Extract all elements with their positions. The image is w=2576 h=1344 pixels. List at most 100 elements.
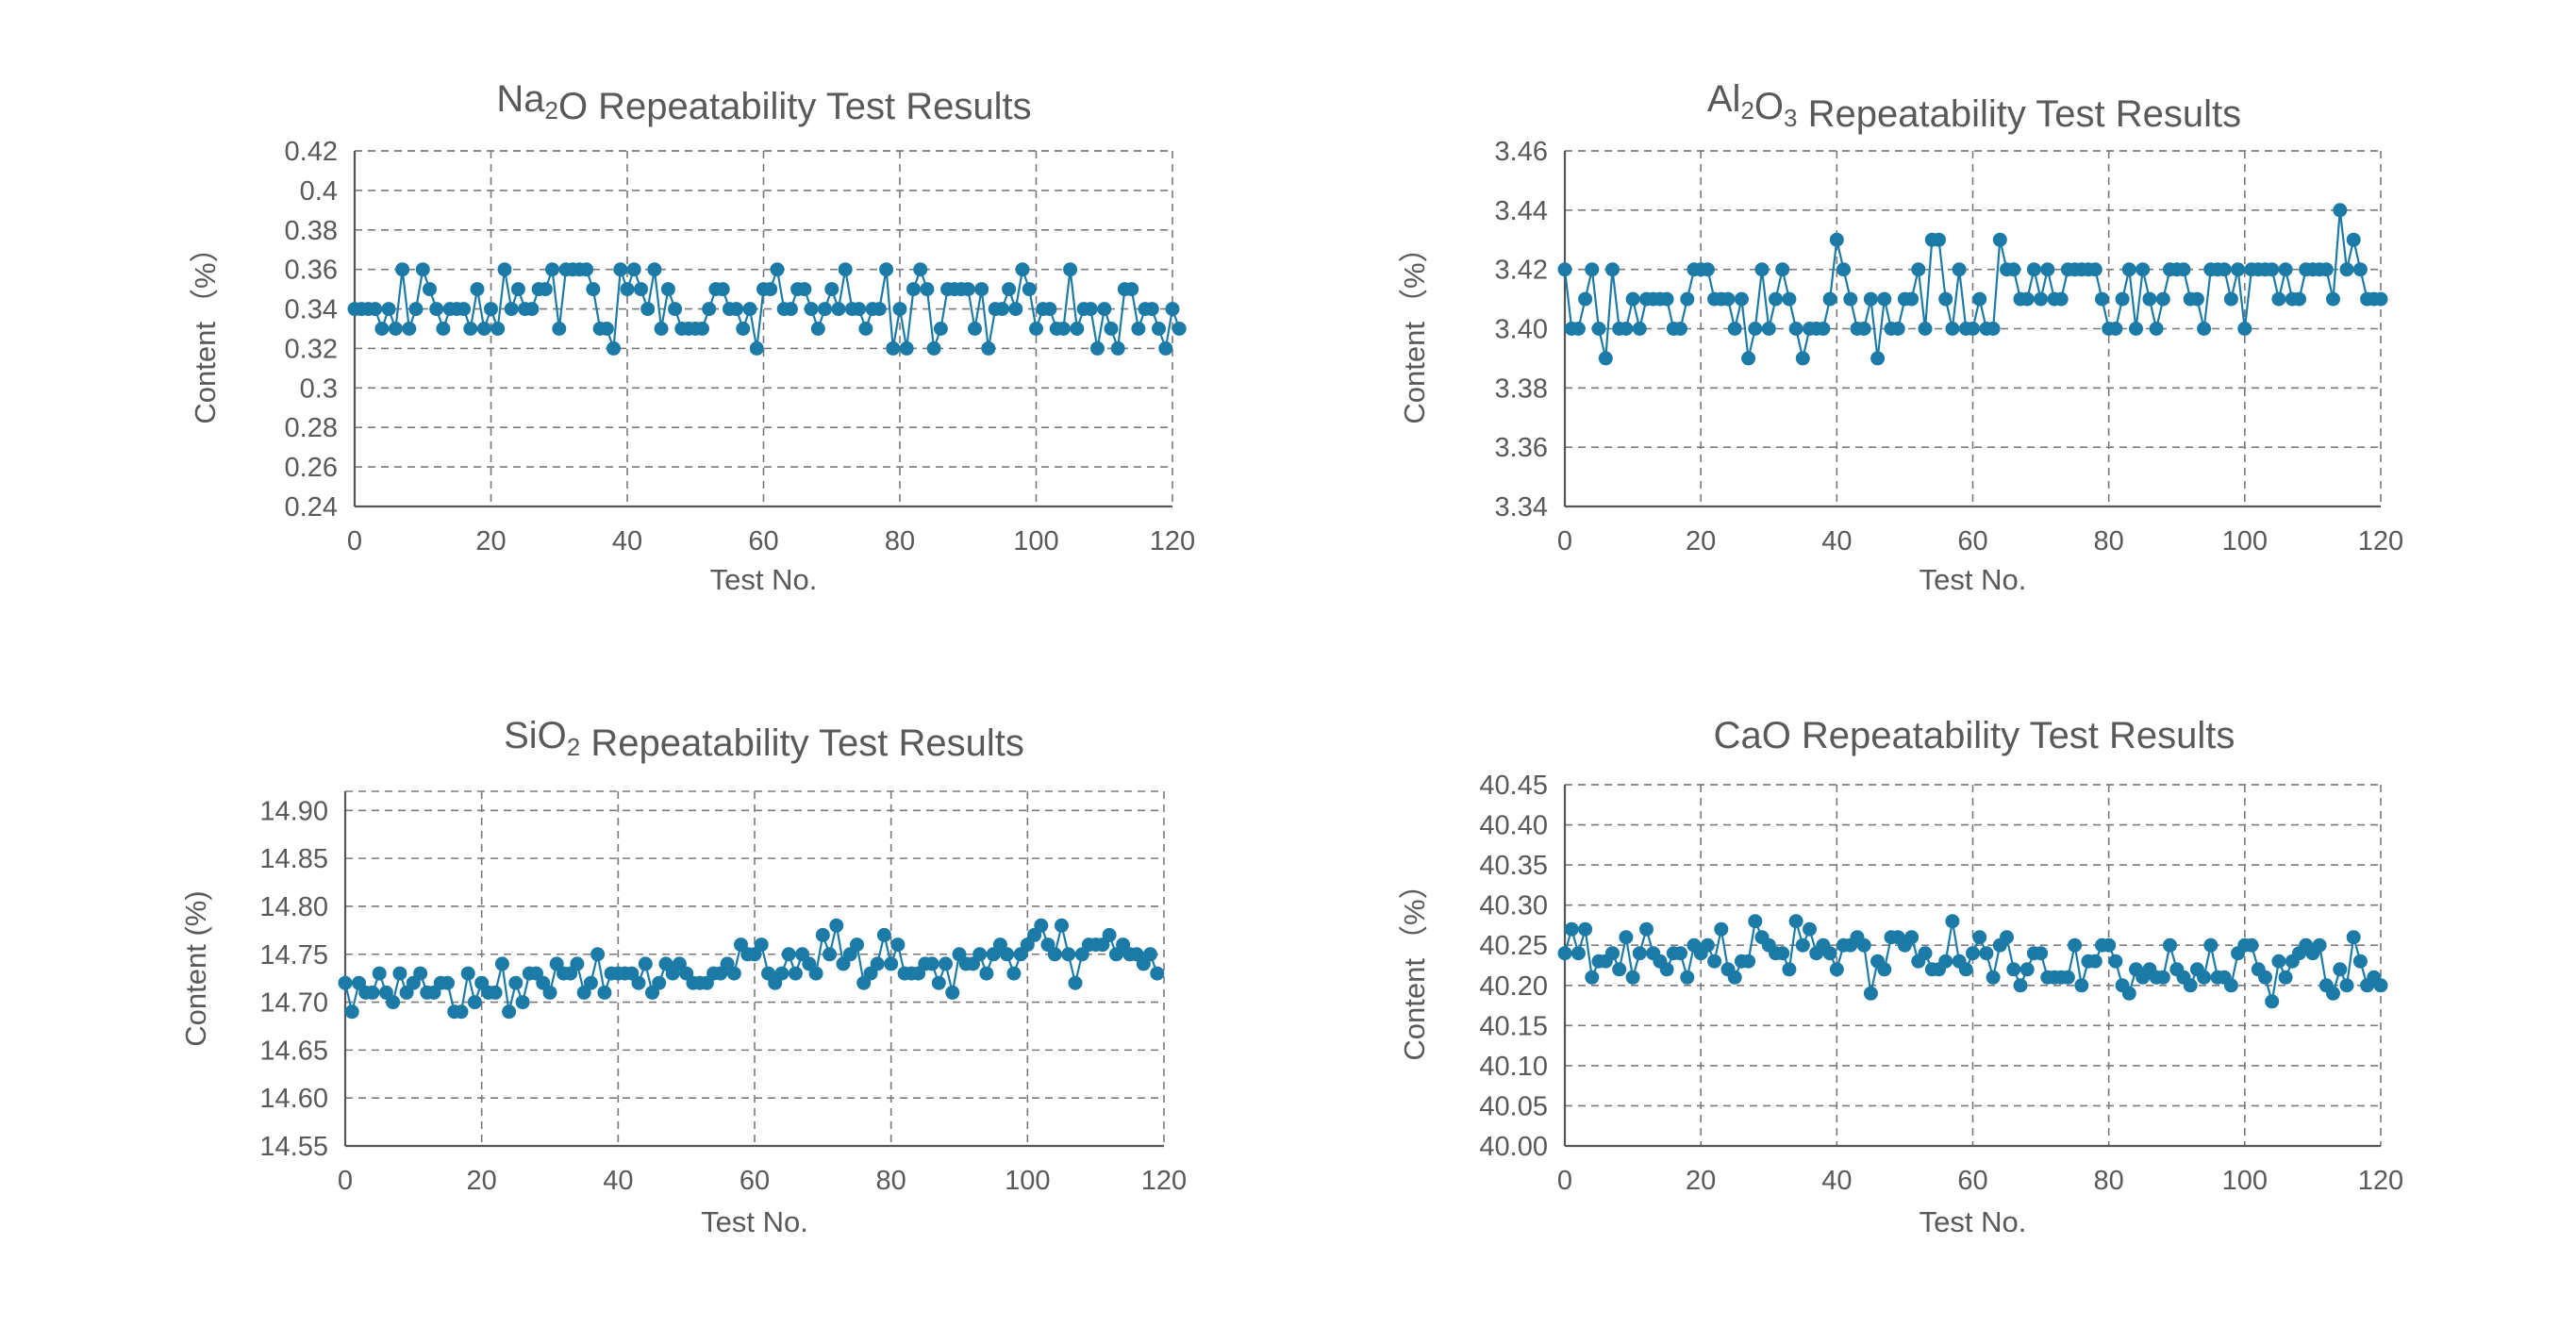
chart-title: Al2O3 Repeatability Test Results [1707, 78, 2241, 135]
data-point [1938, 954, 1953, 969]
y-tick-label: 40.00 [1479, 1132, 1548, 1162]
data-point [884, 956, 899, 971]
data-point [1911, 262, 1926, 277]
data-point [1734, 291, 1749, 307]
data-point [890, 937, 906, 953]
data-point [392, 966, 407, 981]
data-point [924, 956, 939, 971]
x-tick-label: 40 [1821, 526, 1852, 556]
data-point [788, 966, 803, 981]
y-axis-label: Content（%） [1398, 233, 1431, 423]
data-point [726, 966, 741, 981]
chart-title: SiO2 Repeatability Test Results [504, 715, 1024, 764]
data-point [476, 322, 491, 336]
x-tick-label: 60 [740, 1166, 770, 1196]
data-point [413, 966, 428, 981]
data-point [1829, 962, 1844, 977]
data-point [1022, 282, 1037, 297]
data-point [1741, 954, 1756, 969]
data-point [729, 302, 744, 317]
data-point [626, 262, 641, 277]
y-tick-label: 0.26 [285, 453, 338, 483]
data-point [838, 262, 853, 277]
data-point [1966, 946, 1980, 961]
data-point [613, 262, 628, 277]
data-point [1110, 340, 1125, 356]
data-point [2095, 291, 2109, 307]
data-point [388, 322, 403, 336]
data-point [484, 302, 498, 317]
data-point [1945, 322, 1960, 336]
x-tick-label: 20 [467, 1166, 497, 1196]
data-point [1557, 946, 1572, 961]
data-point [1863, 291, 1878, 307]
data-point [654, 322, 669, 336]
data-point [1782, 291, 1797, 307]
data-point [368, 302, 383, 317]
data-point [579, 262, 594, 277]
data-point [1000, 947, 1015, 962]
y-tick-label: 0.3 [300, 373, 338, 404]
data-point [968, 322, 982, 336]
data-point [494, 956, 509, 971]
data-point [460, 966, 475, 981]
data-point [1625, 970, 1640, 985]
data-point [2102, 937, 2117, 953]
data-point [1002, 282, 1017, 297]
data-point [510, 282, 525, 297]
data-point [338, 975, 353, 990]
chart-title: CaO Repeatability Test Results [1714, 715, 2235, 756]
data-point [870, 956, 885, 971]
data-point [1578, 291, 1593, 307]
data-point [1822, 291, 1837, 307]
x-tick-label: 100 [2222, 1166, 2268, 1196]
y-tick-label: 3.42 [1495, 256, 1548, 286]
data-point [1803, 921, 1817, 937]
data-point [981, 340, 996, 356]
data-point [939, 956, 953, 971]
data-point [374, 322, 390, 336]
data-point [920, 282, 935, 297]
x-tick-label: 40 [612, 526, 642, 556]
data-point [2346, 930, 2361, 945]
y-tick-label: 40.45 [1479, 771, 1548, 801]
data-point [2339, 262, 2354, 277]
data-point [715, 282, 730, 297]
y-tick-label: 40.10 [1479, 1052, 1548, 1082]
data-point [824, 282, 839, 297]
data-point [1714, 921, 1729, 937]
data-point [872, 302, 887, 317]
data-point [2223, 291, 2238, 307]
data-point [702, 302, 717, 317]
data-point [2121, 262, 2136, 277]
data-point [945, 985, 960, 1000]
data-point [695, 322, 709, 336]
x-tick-label: 120 [1150, 526, 1195, 556]
data-point [1788, 914, 1803, 929]
data-point [2197, 970, 2212, 985]
data-point [899, 340, 914, 356]
x-tick-label: 80 [2094, 1166, 2124, 1196]
data-point [1795, 351, 1810, 366]
data-point [1822, 946, 1837, 961]
data-point [1557, 262, 1572, 277]
data-point [2333, 203, 2348, 218]
data-point [1945, 914, 1960, 929]
y-tick-label: 14.60 [259, 1084, 328, 1114]
data-point [1769, 291, 1783, 307]
data-point [2271, 954, 2286, 969]
data-point [381, 302, 396, 317]
data-point [1605, 262, 1620, 277]
y-tick-label: 0.34 [285, 295, 338, 325]
y-tick-label: 3.44 [1495, 196, 1548, 226]
y-tick-label: 14.80 [259, 892, 328, 922]
data-point [570, 956, 585, 971]
data-point [1659, 962, 1674, 977]
data-point [1591, 322, 1606, 336]
data-point [1152, 322, 1166, 336]
chart-panel: 0.24 0.26 0.28 0.3 0.32 0.34 0.36 0.38 0.4 0.42 0 2… [189, 78, 1195, 596]
data-point [1986, 970, 2001, 985]
x-tick-label: 80 [2094, 526, 2124, 556]
data-point [1673, 946, 1687, 961]
data-point [395, 262, 410, 277]
